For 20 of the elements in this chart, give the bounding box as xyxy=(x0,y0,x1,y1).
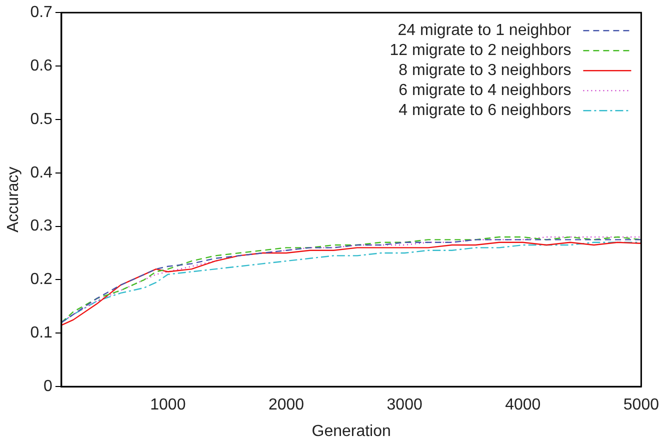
x-axis-title: Generation xyxy=(312,422,391,440)
y-tick-label: 0.3 xyxy=(30,218,53,235)
legend-label: 8 migrate to 3 neighbors xyxy=(398,62,572,80)
y-tick-label: 0.6 xyxy=(30,57,53,74)
x-tick-label: 2000 xyxy=(268,396,304,414)
y-tick-label: 0 xyxy=(44,378,53,396)
y-axis-title: Accuracy xyxy=(5,166,22,232)
legend-label: 6 migrate to 4 neighbors xyxy=(398,82,572,100)
y-tick-label: 0.5 xyxy=(30,110,53,128)
legend-label: 12 migrate to 2 neighbors xyxy=(390,42,572,60)
y-tick-label: 0.4 xyxy=(30,164,53,182)
x-tick-label: 3000 xyxy=(386,396,422,414)
legend-label: 4 migrate to 6 neighbors xyxy=(398,102,572,120)
y-tick-label: 0.7 xyxy=(30,4,53,22)
legend-label: 24 migrate to 1 neighbor xyxy=(398,22,572,40)
x-tick-label: 5000 xyxy=(623,396,660,414)
y-tick-label: 0.1 xyxy=(30,324,53,342)
y-tick-label: 0.2 xyxy=(30,271,53,288)
x-tick-label: 4000 xyxy=(505,396,541,414)
x-tick-label: 1000 xyxy=(150,396,186,414)
